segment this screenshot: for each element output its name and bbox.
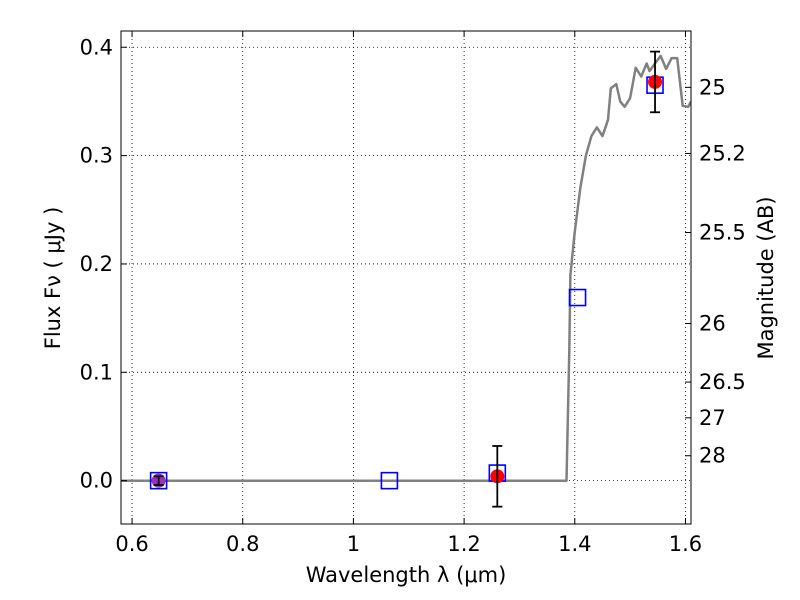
grid-lines [121, 31, 691, 524]
y-axis-label: Flux Fν ( μJy ) [41, 207, 65, 350]
x-tick-label: 1.6 [669, 532, 702, 556]
right-tick-label: 25.2 [699, 141, 746, 165]
y-tick-label: 0.4 [80, 35, 113, 59]
model-spectrum-line [121, 54, 691, 482]
x-tick-label: 0.6 [115, 532, 148, 556]
plot-content [121, 50, 691, 508]
model-square-point [149, 471, 168, 490]
plot-area [121, 50, 691, 508]
right-tick-label: 25 [699, 75, 726, 99]
right-tick-label: 26.5 [699, 370, 746, 394]
x-axis-label: Wavelength λ (μm) [306, 563, 507, 587]
y-tick-label: 0.1 [80, 360, 113, 384]
model-square-point [380, 471, 399, 490]
right-tick-label: 27 [699, 406, 726, 430]
right-tick-label: 25.5 [699, 221, 746, 245]
x-tick-label: 1.2 [447, 532, 480, 556]
y-tick-label: 0.3 [80, 144, 113, 168]
x-tick-label: 0.8 [226, 532, 259, 556]
y-tick-label: 0.0 [80, 469, 113, 493]
y-tick-label: 0.2 [80, 252, 113, 276]
right-tick-label: 28 [699, 444, 726, 468]
plot-frame [120, 30, 692, 525]
x-tick-label: 1 [347, 532, 360, 556]
right-tick-label: 26 [699, 312, 726, 336]
axis-ticks: 0.6 0.8 1 1.2 1.4 1.6 0.0 0.1 0.2 0.3 0.4 25 25.2 25.… [80, 31, 746, 556]
right-axis-label: Magnitude (AB) [754, 196, 778, 359]
x-tick-label: 1.4 [558, 532, 591, 556]
model-square-point [568, 288, 587, 307]
